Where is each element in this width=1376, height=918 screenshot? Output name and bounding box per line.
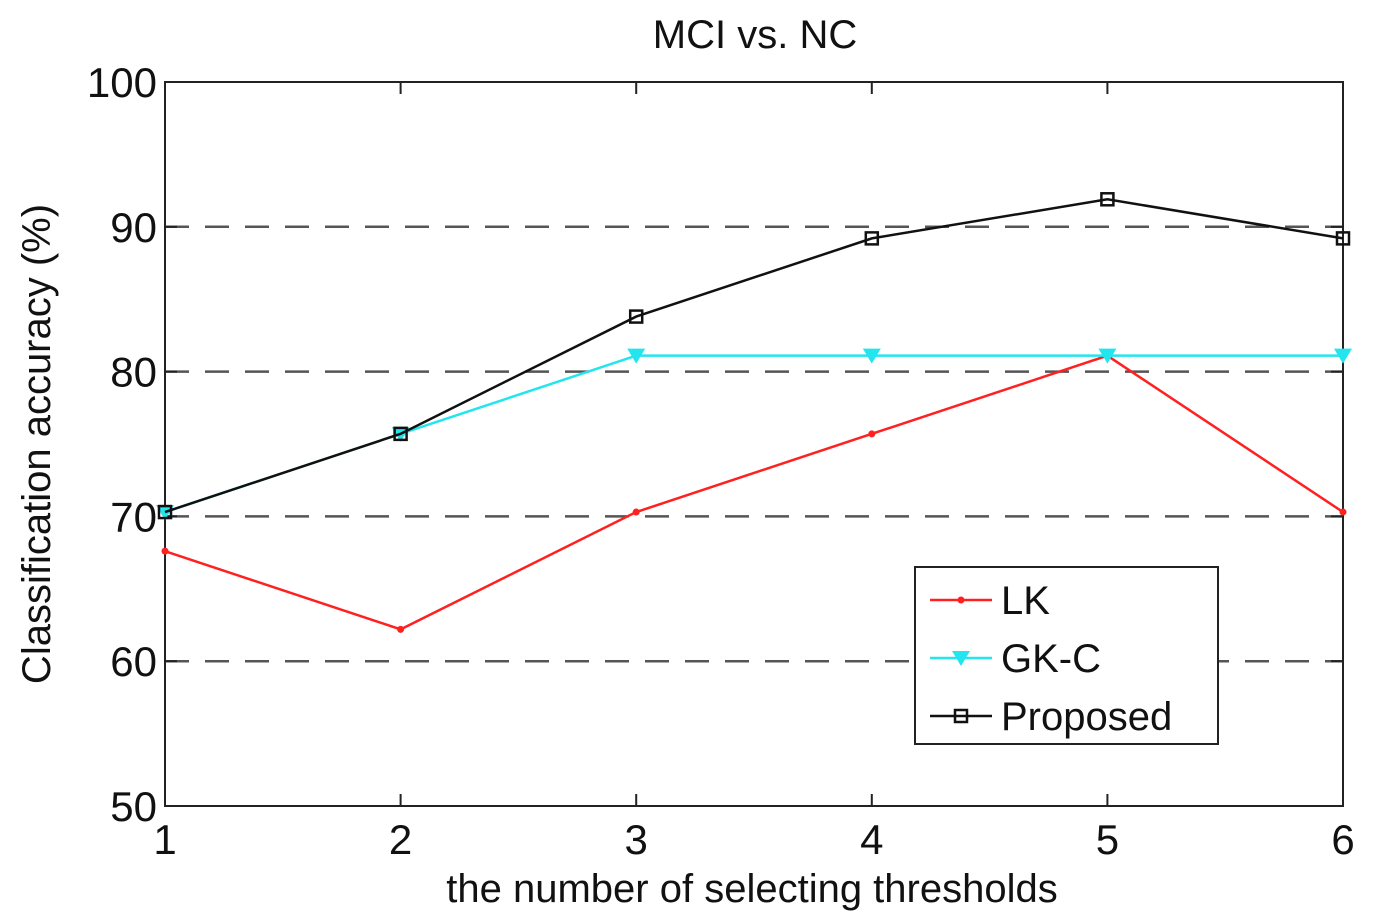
legend-label-lk: LK xyxy=(1001,579,1050,623)
data-point-gk-c xyxy=(1098,348,1117,364)
y-tick-label: 90 xyxy=(110,204,157,251)
x-tick-label: 4 xyxy=(860,816,883,863)
series-line-lk xyxy=(164,354,1344,631)
x-tick-label: 6 xyxy=(1331,816,1354,863)
chart-title: MCI vs. NC xyxy=(653,13,857,57)
data-point-lk xyxy=(397,625,405,633)
x-tick-label: 3 xyxy=(625,816,648,863)
x-tick-label: 1 xyxy=(153,816,176,863)
data-point-proposed xyxy=(1335,231,1351,246)
data-point-lk xyxy=(1339,508,1347,516)
series-proposed xyxy=(157,192,1351,520)
data-point-proposed xyxy=(157,504,173,520)
y-tick-label: 100 xyxy=(87,59,157,106)
series-lk xyxy=(161,352,1347,633)
x-tick-label: 2 xyxy=(389,816,412,863)
y-tick-label: 70 xyxy=(110,493,157,540)
series-line-proposed xyxy=(164,198,1344,514)
data-point-proposed xyxy=(864,231,880,246)
x-axis-label: the number of selecting thresholds xyxy=(446,867,1057,911)
y-tick-label: 50 xyxy=(110,783,157,830)
plot-area xyxy=(164,81,1344,807)
data-point-lk xyxy=(632,508,640,516)
axis-ticks: 50 60 70 80 90 100 1 2 3 4 5 6 xyxy=(87,59,1355,863)
data-point-gk-c xyxy=(156,505,174,521)
legend-marker-gk-c xyxy=(952,651,970,666)
y-axis-label: Classification accuracy (%) xyxy=(15,204,59,684)
x-tick-label: 5 xyxy=(1096,816,1119,863)
data-point-proposed xyxy=(393,426,408,442)
data-point-proposed xyxy=(628,309,644,324)
series-line-gk-c xyxy=(164,354,1343,514)
legend-marker-proposed xyxy=(953,708,969,724)
legend-label-proposed: Proposed xyxy=(1001,695,1172,739)
series-layer xyxy=(156,192,1352,633)
data-point-gk-c xyxy=(627,348,646,364)
y-tick-label: 60 xyxy=(110,638,157,685)
legend-label-gk-c: GK-C xyxy=(1001,637,1101,681)
legend: LK GK-C Proposed xyxy=(914,566,1219,745)
legend-marker-lk xyxy=(957,596,965,604)
y-tick-label: 80 xyxy=(110,349,157,396)
series-gk-c xyxy=(156,348,1352,521)
data-point-lk xyxy=(161,547,169,555)
data-point-gk-c xyxy=(1334,348,1352,364)
data-point-proposed xyxy=(1100,192,1115,207)
data-point-gk-c xyxy=(862,348,881,364)
data-point-lk xyxy=(868,430,876,438)
